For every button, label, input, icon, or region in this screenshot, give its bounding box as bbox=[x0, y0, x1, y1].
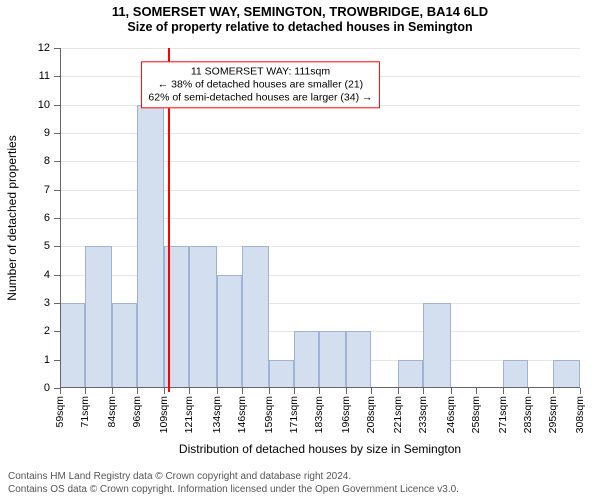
x-tick bbox=[189, 388, 190, 394]
x-tick-label: 59sqm bbox=[54, 396, 66, 428]
y-tick-label: 11 bbox=[39, 70, 50, 82]
y-tick-label: 8 bbox=[44, 155, 50, 167]
x-tick-label: 134sqm bbox=[211, 396, 223, 433]
x-tick-label: 121sqm bbox=[183, 396, 195, 433]
chart-title-line2: Size of property relative to detached ho… bbox=[0, 20, 600, 36]
x-tick-label: 109sqm bbox=[158, 396, 170, 433]
x-tick-label: 283sqm bbox=[522, 396, 534, 433]
x-tick bbox=[371, 388, 372, 394]
x-tick bbox=[423, 388, 424, 394]
x-axis-line bbox=[60, 387, 580, 388]
x-tick bbox=[319, 388, 320, 394]
histogram-bar bbox=[189, 246, 216, 388]
x-tick bbox=[503, 388, 504, 394]
y-tick-label: 6 bbox=[44, 212, 50, 224]
y-tick-label: 9 bbox=[44, 127, 50, 139]
y-axis-title: Number of detached properties bbox=[5, 135, 19, 300]
histogram-bar bbox=[319, 331, 346, 388]
histogram-bar bbox=[398, 360, 423, 388]
y-tick-label: 3 bbox=[44, 297, 50, 309]
x-tick-label: 146sqm bbox=[236, 396, 248, 433]
x-tick-label: 96sqm bbox=[131, 396, 143, 428]
gridline bbox=[60, 48, 580, 49]
x-tick-label: 159sqm bbox=[263, 396, 275, 433]
x-tick-label: 171sqm bbox=[288, 396, 300, 433]
x-tick bbox=[451, 388, 452, 394]
x-tick-label: 71sqm bbox=[79, 396, 91, 428]
annotation-line2: ← 38% of detached houses are smaller (21… bbox=[148, 78, 372, 91]
attribution-line1: Contains HM Land Registry data © Crown c… bbox=[8, 471, 592, 484]
attribution-line2: Contains OS data © Crown copyright. Info… bbox=[8, 484, 592, 497]
x-tick-label: 196sqm bbox=[340, 396, 352, 433]
histogram-bar bbox=[112, 303, 137, 388]
x-tick-label: 183sqm bbox=[313, 396, 325, 433]
x-tick bbox=[476, 388, 477, 394]
x-tick bbox=[137, 388, 138, 394]
x-tick bbox=[528, 388, 529, 394]
x-tick bbox=[294, 388, 295, 394]
y-tick-label: 1 bbox=[44, 354, 50, 366]
histogram-bar bbox=[503, 360, 528, 388]
x-axis-title: Distribution of detached houses by size … bbox=[179, 442, 461, 456]
annotation-line3: 62% of semi-detached houses are larger (… bbox=[148, 91, 372, 104]
y-tick-label: 4 bbox=[44, 269, 50, 281]
y-axis-line bbox=[60, 48, 61, 388]
y-tick-label: 0 bbox=[44, 382, 50, 394]
x-tick-label: 295sqm bbox=[547, 396, 559, 433]
annotation-box: 11 SOMERSET WAY: 111sqm← 38% of detached… bbox=[141, 61, 379, 108]
y-tick-label: 5 bbox=[44, 240, 50, 252]
x-tick bbox=[217, 388, 218, 394]
histogram-bar bbox=[553, 360, 580, 388]
x-tick-label: 84sqm bbox=[106, 396, 118, 428]
histogram-bar bbox=[346, 331, 371, 388]
y-tick-label: 2 bbox=[44, 325, 50, 337]
y-tick-label: 7 bbox=[44, 184, 50, 196]
attribution-block: Contains HM Land Registry data © Crown c… bbox=[8, 471, 592, 496]
histogram-bar bbox=[137, 105, 164, 388]
x-tick-label: 271sqm bbox=[497, 396, 509, 433]
x-tick-label: 258sqm bbox=[470, 396, 482, 433]
x-tick bbox=[269, 388, 270, 394]
y-tick-label: 12 bbox=[38, 42, 50, 54]
chart-title-block: 11, SOMERSET WAY, SEMINGTON, TROWBRIDGE,… bbox=[0, 0, 600, 36]
x-tick bbox=[553, 388, 554, 394]
chart-title-line1: 11, SOMERSET WAY, SEMINGTON, TROWBRIDGE,… bbox=[0, 0, 600, 20]
histogram-bar bbox=[242, 246, 269, 388]
x-tick-label: 221sqm bbox=[392, 396, 404, 433]
x-tick bbox=[60, 388, 61, 394]
x-tick bbox=[580, 388, 581, 394]
x-tick-label: 233sqm bbox=[417, 396, 429, 433]
x-tick bbox=[346, 388, 347, 394]
x-tick-label: 246sqm bbox=[445, 396, 457, 433]
x-tick bbox=[85, 388, 86, 394]
histogram-bar bbox=[294, 331, 319, 388]
histogram-bar bbox=[217, 275, 242, 388]
x-tick-label: 208sqm bbox=[365, 396, 377, 433]
x-tick bbox=[112, 388, 113, 394]
x-tick-label: 308sqm bbox=[574, 396, 586, 433]
x-tick bbox=[164, 388, 165, 394]
histogram-bar bbox=[269, 360, 294, 388]
y-tick-label: 10 bbox=[38, 99, 50, 111]
histogram-bar bbox=[85, 246, 112, 388]
x-tick bbox=[242, 388, 243, 394]
annotation-line1: 11 SOMERSET WAY: 111sqm bbox=[148, 65, 372, 78]
plot-area: 012345678910111259sqm71sqm84sqm96sqm109s… bbox=[60, 48, 580, 388]
histogram-bar bbox=[60, 303, 85, 388]
histogram-bar bbox=[423, 303, 450, 388]
x-tick bbox=[398, 388, 399, 394]
